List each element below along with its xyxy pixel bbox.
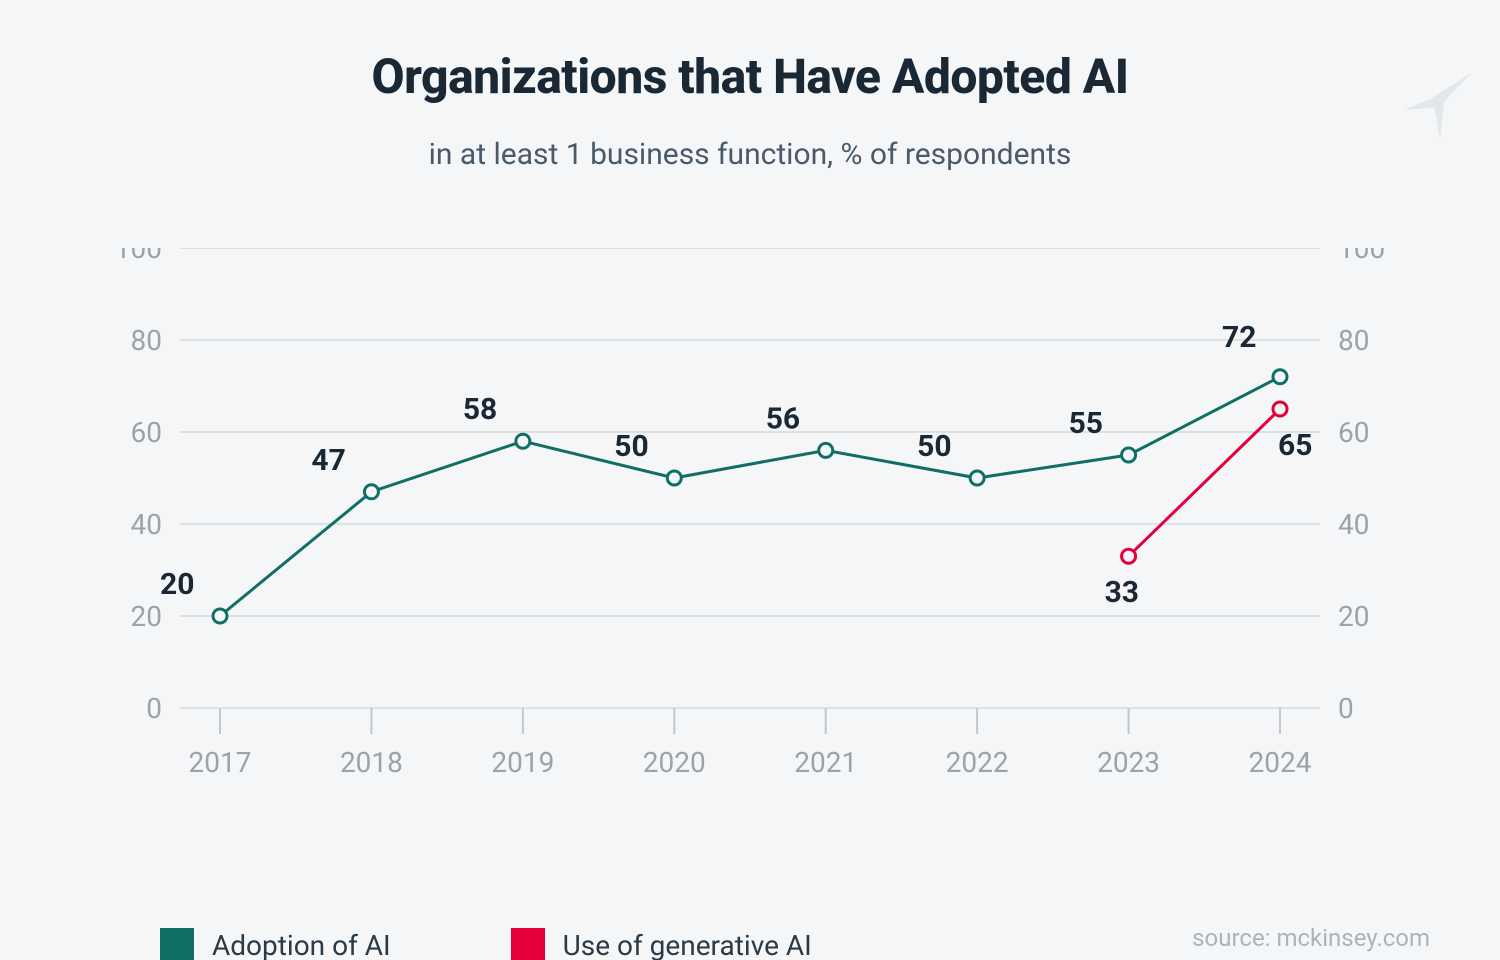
brand-logo-icon [1396, 66, 1476, 146]
svg-text:33: 33 [1105, 575, 1139, 610]
chart-subtitle: in at least 1 business function, % of re… [0, 137, 1500, 172]
legend-swatch [160, 928, 194, 960]
svg-text:100: 100 [115, 248, 162, 265]
svg-text:2020: 2020 [643, 746, 706, 779]
svg-text:65: 65 [1278, 428, 1312, 463]
svg-text:100: 100 [1338, 248, 1385, 265]
svg-text:60: 60 [131, 416, 162, 449]
svg-text:2022: 2022 [946, 746, 1009, 779]
svg-text:2019: 2019 [491, 746, 554, 779]
chart-title: Organizations that Have Adopted AI [0, 48, 1500, 105]
legend-item: Adoption of AI [160, 928, 391, 960]
svg-text:0: 0 [1338, 692, 1354, 725]
legend-swatch [511, 928, 545, 960]
legend-item: Use of generative AI [511, 928, 812, 960]
svg-text:2023: 2023 [1097, 746, 1160, 779]
svg-text:47: 47 [311, 443, 345, 478]
source-attribution: source: mckinsey.com [1192, 924, 1430, 952]
svg-text:72: 72 [1222, 320, 1256, 355]
line-chart: 0020204040606080801001002017201820192020… [100, 248, 1400, 808]
svg-text:20: 20 [1338, 600, 1369, 633]
svg-text:2024: 2024 [1249, 746, 1312, 779]
svg-text:2018: 2018 [340, 746, 403, 779]
svg-text:40: 40 [1338, 508, 1369, 541]
svg-text:55: 55 [1069, 406, 1103, 441]
svg-text:50: 50 [917, 429, 951, 464]
svg-text:0: 0 [146, 692, 162, 725]
svg-text:56: 56 [766, 401, 800, 436]
svg-text:20: 20 [131, 600, 162, 633]
svg-text:60: 60 [1338, 416, 1369, 449]
svg-text:20: 20 [160, 567, 194, 602]
svg-text:80: 80 [131, 324, 162, 357]
svg-text:2021: 2021 [794, 746, 857, 779]
legend-label: Use of generative AI [563, 929, 812, 960]
svg-text:50: 50 [614, 429, 648, 464]
svg-text:58: 58 [463, 392, 497, 427]
svg-text:80: 80 [1338, 324, 1369, 357]
svg-text:2017: 2017 [189, 746, 252, 779]
svg-text:40: 40 [131, 508, 162, 541]
legend-label: Adoption of AI [212, 929, 391, 960]
